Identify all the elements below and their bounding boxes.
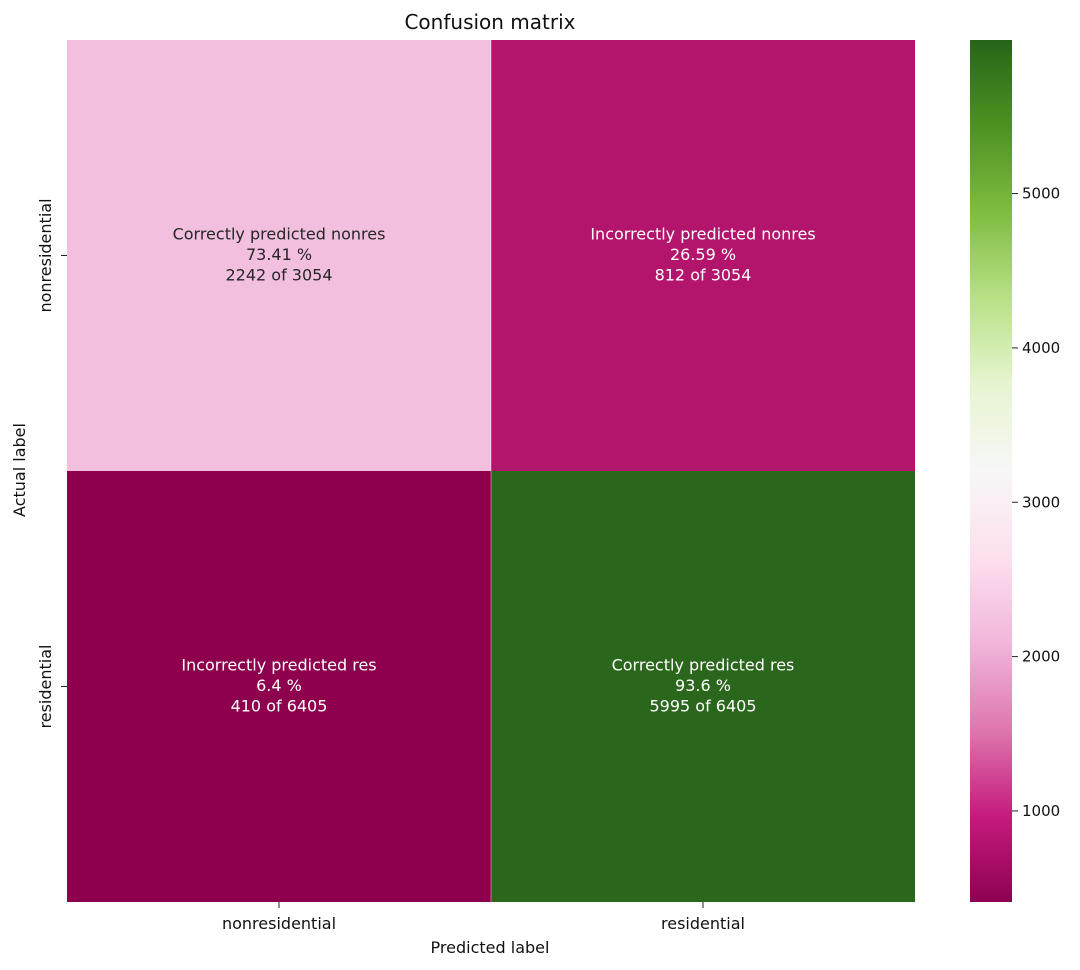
x-tick-label: nonresidential [222, 914, 336, 933]
cell-1-1-line2: 93.6 % [675, 676, 731, 695]
cell-0-0 [67, 40, 491, 471]
colorbar-gradient [970, 40, 1012, 902]
cell-0-0-line2: 73.41 % [246, 245, 312, 264]
colorbar-tick-label: 2000 [1022, 648, 1060, 666]
colorbar-ticks: 1000 2000 3000 4000 5000 [1012, 185, 1060, 820]
colorbar-tick-label: 1000 [1022, 802, 1060, 820]
cell-0-0-line1: Correctly predicted nonres [173, 225, 386, 244]
cell-0-1-line3: 812 of 3054 [655, 266, 752, 285]
cell-1-1-line3: 5995 of 6405 [649, 697, 756, 716]
colorbar-tick-label: 4000 [1022, 339, 1060, 357]
cell-1-1-line1: Correctly predicted res [612, 656, 795, 675]
colorbar-tick-label: 5000 [1022, 185, 1060, 203]
cell-0-1-line1: Incorrectly predicted nonres [590, 225, 815, 244]
cell-0-0-line3: 2242 of 3054 [225, 266, 332, 285]
cell-1-1 [491, 471, 915, 902]
cell-1-0-line1: Incorrectly predicted res [181, 656, 376, 675]
y-axis-label: Actual label [10, 423, 29, 517]
x-axis-label: Predicted label [431, 938, 550, 957]
colorbar: 1000 2000 3000 4000 5000 [970, 40, 1060, 902]
cell-1-0 [67, 471, 491, 902]
cell-1-0-line3: 410 of 6405 [231, 697, 328, 716]
chart-title: Confusion matrix [404, 10, 575, 34]
y-axis: nonresidential residential [36, 198, 67, 728]
cell-0-1-line2: 26.59 % [670, 245, 736, 264]
colorbar-tick-label: 3000 [1022, 493, 1060, 511]
x-axis: nonresidential residential [222, 902, 745, 933]
cell-1-0-line2: 6.4 % [256, 676, 302, 695]
y-tick-label: nonresidential [36, 198, 55, 312]
y-tick-label: residential [36, 645, 55, 729]
cell-0-1 [491, 40, 915, 471]
x-tick-label: residential [661, 914, 745, 933]
